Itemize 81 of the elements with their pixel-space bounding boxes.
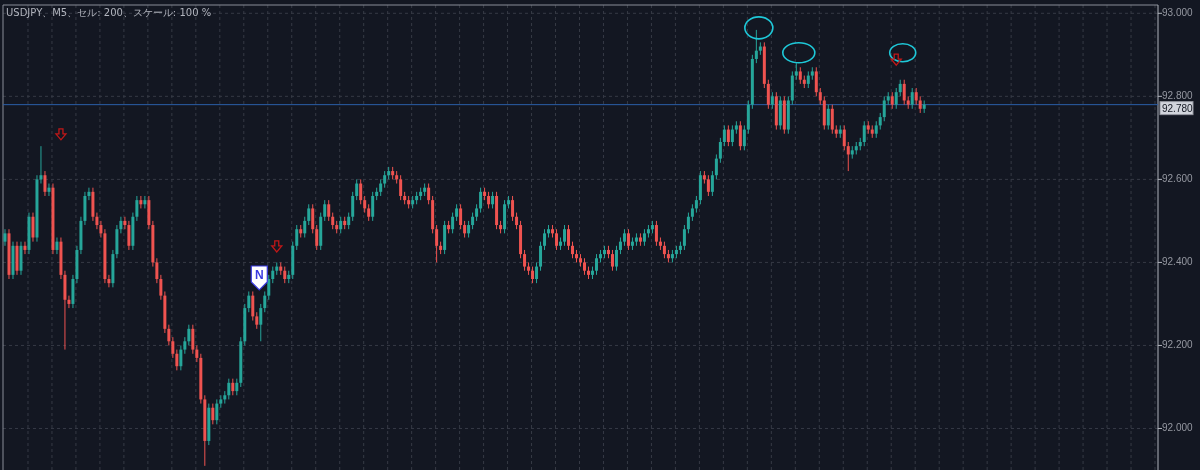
candlestick: [327, 199, 331, 222]
candlestick: [726, 124, 730, 147]
candlestick: [43, 170, 47, 197]
candlestick: [191, 324, 195, 355]
candlestick: [351, 191, 355, 222]
ref-line-label: 92.780: [1162, 102, 1194, 114]
candlestick: [902, 79, 906, 106]
y-tick-label: 92.200: [1162, 339, 1194, 351]
annotation: N: [254, 268, 264, 282]
candlestick: [127, 220, 131, 251]
y-tick-label: 92.400: [1162, 256, 1194, 268]
y-tick-label: 93.000: [1162, 7, 1194, 19]
candlestick: [894, 87, 898, 110]
candlestick: [371, 191, 375, 222]
candlestick: [267, 274, 271, 301]
candlestick: [263, 290, 267, 313]
candlestick: [211, 403, 215, 425]
candlestick: [910, 87, 914, 110]
candlestick: [539, 241, 543, 272]
candlestick: [754, 29, 758, 64]
candlestick: [862, 120, 866, 147]
candlestick: [714, 153, 718, 180]
candlestick: [359, 178, 363, 205]
candlestick: [567, 224, 571, 251]
candlestick: [143, 195, 147, 209]
candlestick: [738, 120, 742, 151]
candlestick: [826, 104, 830, 131]
candlestick: [766, 79, 770, 110]
candlestick: [842, 124, 846, 151]
candlestick: [535, 261, 539, 284]
candlestick: [323, 199, 327, 222]
y-tick-label: 92.600: [1162, 173, 1194, 185]
candlestick: [882, 95, 886, 122]
candlestick: [399, 174, 403, 201]
candlestick: [459, 203, 463, 230]
candlestick: [814, 66, 818, 97]
candlestick: [610, 249, 614, 272]
candlestick: [718, 137, 722, 164]
candlestick: [251, 290, 255, 322]
candlestick: [139, 195, 143, 209]
candlestick: [594, 253, 598, 276]
candlestick: [303, 216, 307, 238]
candlestick: [722, 124, 726, 147]
candlestick: [227, 378, 231, 400]
candlestick: [23, 241, 27, 255]
candlestick: [47, 183, 51, 197]
y-tick-label: 92.800: [1162, 90, 1194, 102]
candlestick: [511, 195, 515, 222]
candlestick: [55, 237, 59, 255]
candlestick: [614, 245, 618, 272]
candlestick: [295, 224, 299, 251]
candlestick: [654, 220, 658, 247]
candlestick: [311, 203, 315, 234]
candlestick: [706, 174, 710, 197]
candlestick: [686, 212, 690, 234]
candlestick: [730, 124, 734, 147]
candlestick: [626, 228, 630, 251]
candlestick: [315, 224, 319, 251]
candlestick: [187, 324, 191, 346]
candlestick: [563, 224, 567, 247]
candlestick: [307, 203, 311, 226]
candlestick: [830, 104, 834, 135]
candlestick: [179, 344, 183, 371]
candlestick: [427, 183, 431, 205]
candlestick: [451, 212, 455, 234]
candlestick: [247, 290, 251, 313]
candlestick: [3, 228, 7, 247]
candlestick: [259, 303, 263, 342]
candlestick: [682, 224, 686, 251]
y-tick-label: 92.000: [1162, 422, 1194, 434]
candlestick: [742, 124, 746, 151]
chart-title: USDJPY、M5、セル: 200、スケール: 100 %: [6, 7, 212, 18]
candlestick: [31, 212, 35, 243]
candlestick: [479, 187, 483, 214]
candlestick: [215, 398, 219, 425]
candlestick: [543, 228, 547, 251]
candlestick: [846, 141, 850, 172]
candlestick: [523, 249, 527, 272]
candlestick: [355, 178, 359, 201]
candlestick: [435, 224, 439, 263]
candlestick: [710, 170, 714, 197]
